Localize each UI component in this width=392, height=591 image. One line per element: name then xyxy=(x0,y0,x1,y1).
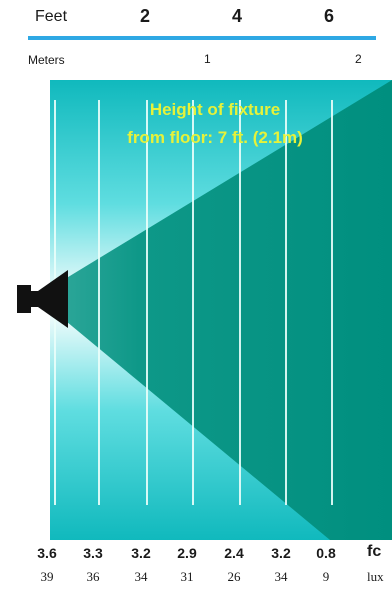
lux-reading: 39 xyxy=(40,569,54,584)
lux-reading: 34 xyxy=(274,569,288,584)
feet-scale-label: Feet xyxy=(35,8,68,25)
fc-reading: 3.2 xyxy=(271,545,291,561)
fc-reading: 2.9 xyxy=(177,545,197,561)
fc-reading: 0.8 xyxy=(316,545,336,561)
fc-reading: 3.3 xyxy=(83,545,103,561)
light-cone xyxy=(55,80,392,540)
fixture-height-caption: Height of fixture from floor: 7 ft. (2.1… xyxy=(95,96,335,152)
meters-scale-label: Meters xyxy=(28,53,65,67)
fc-reading: 2.4 xyxy=(224,545,244,561)
lux-reading: 36 xyxy=(86,569,100,584)
scale-bar xyxy=(28,36,376,40)
lux-unit-label: lux xyxy=(367,569,384,584)
fc-reading: 3.2 xyxy=(131,545,151,561)
feet-tick-4: 4 xyxy=(232,6,243,26)
fixture-caption-line2: from floor: 7 ft. (2.1m) xyxy=(127,128,303,147)
lux-reading: 9 xyxy=(322,569,330,584)
feet-tick-6: 6 xyxy=(324,6,335,26)
meter-tick-1: 1 xyxy=(204,52,211,66)
lux-reading: 31 xyxy=(180,569,194,584)
light-cone-diagram xyxy=(17,80,392,540)
lux-reading: 26 xyxy=(227,569,241,584)
feet-tick-2: 2 xyxy=(140,6,151,26)
meter-tick-2: 2 xyxy=(355,52,362,66)
distance-gridlines xyxy=(54,100,333,505)
speaker-icon xyxy=(17,270,68,328)
fixture-caption-line1: Height of fixture xyxy=(149,100,281,119)
fc-reading: 3.6 xyxy=(37,545,57,561)
fc-unit-label: fc xyxy=(367,543,382,560)
lux-reading: 34 xyxy=(134,569,148,584)
